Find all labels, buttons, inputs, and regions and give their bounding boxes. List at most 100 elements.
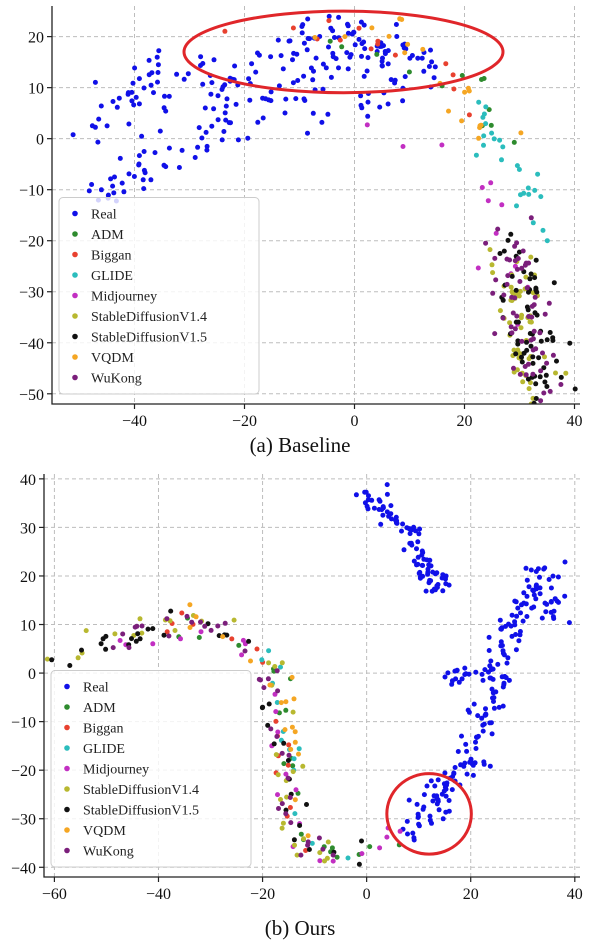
legend-label: GLIDE bbox=[91, 269, 133, 284]
point-vqdm bbox=[267, 682, 273, 688]
point-stablediffusionv1-5 bbox=[572, 386, 578, 392]
point-real bbox=[550, 614, 556, 620]
point-real bbox=[426, 64, 432, 69]
point-real bbox=[427, 557, 433, 563]
point-real bbox=[141, 167, 147, 173]
point-real bbox=[541, 566, 547, 572]
point-adm bbox=[367, 844, 373, 850]
point-real bbox=[445, 670, 451, 676]
point-real bbox=[130, 80, 136, 86]
point-stablediffusionv1-4 bbox=[83, 628, 89, 634]
point-real bbox=[394, 34, 400, 39]
point-real bbox=[148, 82, 154, 88]
point-stablediffusionv1-5 bbox=[551, 280, 557, 286]
x-tick-label: −40 bbox=[146, 886, 171, 903]
point-midjourney bbox=[150, 641, 156, 647]
point-vqdm bbox=[462, 89, 468, 95]
point-real bbox=[224, 96, 230, 102]
point-stablediffusionv1-5 bbox=[516, 249, 522, 255]
point-real bbox=[428, 563, 434, 569]
point-wukong bbox=[538, 398, 544, 404]
point-adm bbox=[327, 38, 333, 44]
legend-marker bbox=[72, 231, 78, 237]
point-real bbox=[441, 781, 447, 787]
point-real bbox=[376, 497, 382, 503]
point-real bbox=[566, 620, 572, 626]
legend-marker bbox=[72, 210, 78, 217]
point-biggan bbox=[337, 37, 343, 43]
point-real bbox=[108, 176, 114, 182]
point-real bbox=[344, 50, 350, 56]
point-real bbox=[348, 52, 354, 58]
point-stablediffusionv1-5 bbox=[497, 251, 503, 256]
point-real bbox=[479, 715, 485, 721]
point-real bbox=[166, 93, 172, 99]
point-glide bbox=[274, 700, 280, 705]
point-real bbox=[415, 55, 421, 61]
point-glide bbox=[483, 121, 489, 127]
point-stablediffusionv1-5 bbox=[533, 381, 539, 387]
scatter-chart-baseline: −40 −20 0 20 40 20 10 0 −10 −20 −30 −40 −50 Real ADM Bi… bbox=[19, 6, 583, 430]
point-real bbox=[464, 771, 470, 777]
point-real bbox=[157, 128, 163, 134]
point-real bbox=[498, 626, 504, 632]
point-real bbox=[474, 735, 480, 740]
point-real bbox=[155, 62, 161, 68]
point-stablediffusionv1-5 bbox=[547, 330, 553, 335]
y-tick-label: 40 bbox=[20, 472, 36, 489]
point-stablediffusionv1-5 bbox=[524, 339, 529, 345]
point-real bbox=[358, 102, 364, 108]
point-glide bbox=[481, 142, 486, 148]
point-vqdm bbox=[420, 46, 426, 52]
point-stablediffusionv1-5 bbox=[304, 802, 309, 807]
point-adm bbox=[196, 635, 202, 640]
point-real bbox=[443, 581, 449, 587]
point-real bbox=[415, 539, 421, 545]
point-vqdm bbox=[465, 85, 471, 91]
legend-marker bbox=[64, 786, 70, 792]
point-real bbox=[524, 614, 530, 619]
point-real bbox=[119, 180, 125, 186]
point-midjourney bbox=[275, 729, 281, 735]
point-wukong bbox=[493, 277, 499, 283]
point-stablediffusionv1-5 bbox=[519, 359, 525, 365]
point-stablediffusionv1-5 bbox=[527, 276, 533, 282]
point-glide bbox=[259, 657, 265, 663]
point-glide bbox=[525, 185, 531, 191]
point-glide bbox=[278, 664, 283, 670]
point-midjourney bbox=[293, 787, 299, 793]
point-real bbox=[255, 50, 260, 56]
point-midjourney bbox=[272, 691, 278, 697]
legend-label: VQDM bbox=[91, 351, 134, 366]
point-vqdm bbox=[248, 658, 253, 664]
point-stablediffusionv1-5 bbox=[509, 273, 515, 279]
point-real bbox=[505, 655, 511, 661]
point-real bbox=[328, 74, 334, 80]
point-real bbox=[131, 174, 137, 179]
point-glide bbox=[266, 648, 272, 654]
point-biggan bbox=[285, 762, 291, 768]
point-stablediffusionv1-5 bbox=[79, 647, 84, 653]
point-biggan bbox=[290, 25, 296, 31]
point-stablediffusionv1-5 bbox=[532, 310, 538, 316]
y-tick-label: 30 bbox=[20, 520, 36, 537]
point-stablediffusionv1-5 bbox=[513, 287, 519, 293]
point-real bbox=[416, 531, 422, 537]
point-adm bbox=[459, 73, 465, 78]
legend: Real ADM Biggan GLIDE Midjourney StableDiffus… bbox=[58, 197, 260, 395]
point-midjourney bbox=[239, 652, 245, 658]
point-adm bbox=[374, 51, 380, 57]
point-real bbox=[481, 721, 487, 727]
point-midjourney bbox=[397, 828, 403, 834]
point-adm bbox=[283, 707, 289, 713]
point-real bbox=[287, 38, 293, 44]
point-wukong bbox=[514, 266, 520, 272]
y-tick-label: 0 bbox=[36, 132, 44, 149]
point-glide bbox=[540, 227, 546, 233]
point-stablediffusionv1-5 bbox=[528, 271, 534, 277]
point-real bbox=[163, 108, 169, 114]
point-real bbox=[385, 101, 391, 107]
point-glide bbox=[499, 157, 504, 163]
point-wukong bbox=[501, 292, 507, 298]
point-wukong bbox=[526, 260, 532, 266]
